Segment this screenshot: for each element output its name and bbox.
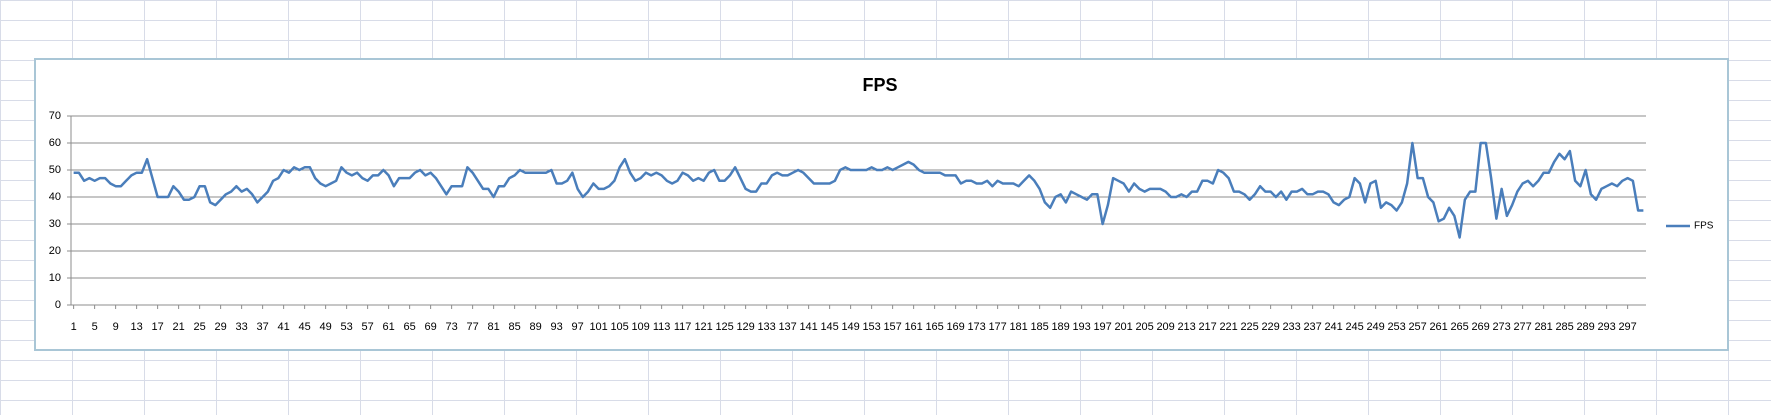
x-tick-label: 117 <box>674 321 692 333</box>
x-tick-label: 141 <box>799 321 817 333</box>
x-tick-label: 21 <box>173 321 185 333</box>
x-tick-label: 165 <box>925 321 943 333</box>
x-tick-label: 273 <box>1492 321 1510 333</box>
x-tick-label: 129 <box>736 321 754 333</box>
x-tick-label: 29 <box>215 321 227 333</box>
x-tick-label: 153 <box>862 321 880 333</box>
x-tick-label: 149 <box>841 321 859 333</box>
x-tick-label: 45 <box>299 321 311 333</box>
x-tick-label: 89 <box>530 321 542 333</box>
x-tick-label: 221 <box>1219 321 1237 333</box>
x-tick-label: 193 <box>1072 321 1090 333</box>
x-tick-label: 277 <box>1513 321 1531 333</box>
x-tick-label: 105 <box>610 321 628 333</box>
line-series <box>73 141 1644 239</box>
x-tick-label: 77 <box>467 321 479 333</box>
x-tick-label: 109 <box>631 321 649 333</box>
x-tick-label: 97 <box>572 321 584 333</box>
x-tick-label: 113 <box>653 321 671 333</box>
x-tick-label: 57 <box>362 321 374 333</box>
x-tick-label: 61 <box>383 321 395 333</box>
x-tick-label: 73 <box>446 321 458 333</box>
x-tick-label: 233 <box>1282 321 1300 333</box>
x-tick-label: 173 <box>967 321 985 333</box>
x-tick-label: 229 <box>1261 321 1279 333</box>
x-tick-label: 121 <box>694 321 712 333</box>
y-tick-label: 20 <box>49 245 61 257</box>
x-tick-label: 237 <box>1303 321 1321 333</box>
y-tick-label: 10 <box>49 272 61 284</box>
x-tick-label: 25 <box>194 321 206 333</box>
x-tick-label: 69 <box>425 321 437 333</box>
y-tick-label: 50 <box>49 164 61 176</box>
x-tick-label: 65 <box>404 321 416 333</box>
x-tick-label: 245 <box>1345 321 1363 333</box>
x-tick-label: 49 <box>320 321 332 333</box>
chart-title: FPS <box>862 75 897 95</box>
x-tick-label: 157 <box>883 321 901 333</box>
x-tick-label: 1 <box>71 321 77 333</box>
x-tick-label: 5 <box>92 321 98 333</box>
x-tick-label: 281 <box>1534 321 1552 333</box>
y-tick-label: 40 <box>49 191 61 203</box>
legend-label: FPS <box>1694 221 1714 232</box>
x-tick-label: 53 <box>341 321 353 333</box>
x-tick-label: 293 <box>1597 321 1615 333</box>
x-tick-label: 205 <box>1135 321 1153 333</box>
x-tick-label: 253 <box>1387 321 1405 333</box>
x-tick-label: 169 <box>946 321 964 333</box>
x-tick-label: 265 <box>1450 321 1468 333</box>
x-tick-label: 241 <box>1324 321 1342 333</box>
chart-frame[interactable] <box>34 58 1729 351</box>
x-tick-label: 197 <box>1093 321 1111 333</box>
x-tick-label: 41 <box>278 321 290 333</box>
y-tick-label: 30 <box>49 218 61 230</box>
x-tick-label: 257 <box>1408 321 1426 333</box>
x-tick-label: 145 <box>820 321 838 333</box>
x-tick-label: 189 <box>1051 321 1069 333</box>
x-tick-label: 33 <box>236 321 248 333</box>
x-tick-label: 261 <box>1429 321 1447 333</box>
x-tick-label: 181 <box>1009 321 1027 333</box>
x-tick-label: 249 <box>1366 321 1384 333</box>
x-tick-label: 101 <box>589 321 607 333</box>
x-tick-label: 125 <box>715 321 733 333</box>
x-tick-label: 297 <box>1618 321 1636 333</box>
y-tick-label: 70 <box>49 110 61 122</box>
x-tick-label: 17 <box>152 321 164 333</box>
y-tick-label: 60 <box>49 137 61 149</box>
x-tick-label: 81 <box>488 321 500 333</box>
x-tick-label: 213 <box>1177 321 1195 333</box>
x-tick-label: 85 <box>509 321 521 333</box>
x-tick-label: 93 <box>551 321 563 333</box>
x-tick-label: 137 <box>778 321 796 333</box>
x-tick-label: 225 <box>1240 321 1258 333</box>
x-tick-label: 201 <box>1114 321 1132 333</box>
x-tick-label: 37 <box>257 321 269 333</box>
x-tick-label: 269 <box>1471 321 1489 333</box>
y-tick-label: 0 <box>55 299 61 311</box>
x-tick-label: 185 <box>1030 321 1048 333</box>
x-tick-label: 9 <box>113 321 119 333</box>
x-tick-label: 209 <box>1156 321 1174 333</box>
x-tick-label: 289 <box>1576 321 1594 333</box>
x-tick-label: 177 <box>988 321 1006 333</box>
x-tick-label: 217 <box>1198 321 1216 333</box>
x-tick-label: 133 <box>757 321 775 333</box>
x-tick-label: 285 <box>1555 321 1573 333</box>
x-tick-label: 13 <box>131 321 143 333</box>
x-tick-label: 161 <box>904 321 922 333</box>
